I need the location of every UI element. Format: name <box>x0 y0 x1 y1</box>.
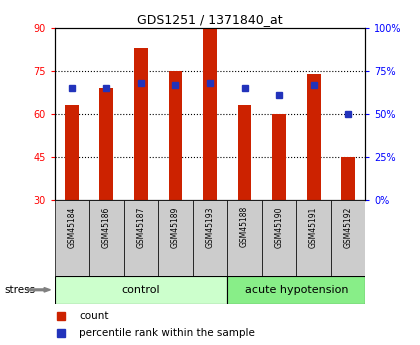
Bar <box>227 276 365 304</box>
Bar <box>331 200 365 276</box>
Bar <box>272 114 286 200</box>
Bar <box>238 105 252 200</box>
Bar <box>297 200 331 276</box>
Text: GSM45186: GSM45186 <box>102 206 111 248</box>
Text: percentile rank within the sample: percentile rank within the sample <box>79 328 255 338</box>
Bar <box>134 48 148 200</box>
Text: GSM45191: GSM45191 <box>309 206 318 248</box>
Text: GSM45190: GSM45190 <box>275 206 284 248</box>
Text: stress: stress <box>4 285 35 295</box>
Bar <box>262 200 297 276</box>
Bar <box>158 200 193 276</box>
Text: GSM45193: GSM45193 <box>205 206 215 248</box>
Text: GSM45188: GSM45188 <box>240 206 249 247</box>
Text: GSM45187: GSM45187 <box>136 206 145 248</box>
Bar <box>307 73 320 200</box>
Bar <box>65 105 79 200</box>
Bar <box>55 200 89 276</box>
Bar <box>100 88 113 200</box>
Bar <box>227 200 262 276</box>
Bar <box>168 71 182 200</box>
Bar <box>123 200 158 276</box>
Title: GDS1251 / 1371840_at: GDS1251 / 1371840_at <box>137 13 283 27</box>
Bar <box>193 200 227 276</box>
Text: GSM45189: GSM45189 <box>171 206 180 248</box>
Text: acute hypotension: acute hypotension <box>244 285 348 295</box>
Bar <box>341 157 355 200</box>
Text: GSM45184: GSM45184 <box>67 206 76 248</box>
Bar <box>203 28 217 200</box>
Bar <box>89 200 123 276</box>
Text: control: control <box>122 285 160 295</box>
Bar <box>55 276 227 304</box>
Text: count: count <box>79 311 109 321</box>
Text: GSM45192: GSM45192 <box>344 206 353 248</box>
